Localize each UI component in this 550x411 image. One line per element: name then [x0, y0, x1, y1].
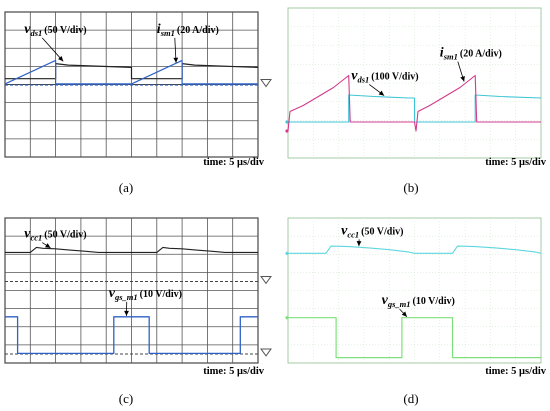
series-label-0: vcc1 (50 V/div): [341, 223, 403, 239]
caption-d: (d): [403, 391, 418, 406]
annotation-arrowhead-0: [356, 240, 362, 247]
trace-series-0: [288, 94, 542, 123]
grid: [5, 218, 258, 363]
caption-c: (c): [119, 391, 133, 406]
ground-marker-icon: [260, 348, 272, 357]
trace-series-1: [287, 74, 541, 132]
trace-series-0: [288, 245, 542, 254]
trace-series-1: [5, 316, 258, 355]
time-label-a: time: 5 μs/div: [203, 157, 265, 168]
ground-marker-icon: [260, 79, 272, 88]
annotation-arrowhead-1: [401, 311, 407, 317]
annotation-arrow-0: [41, 37, 64, 62]
series-label-1: vgs_m1 (10 V/div): [382, 293, 455, 309]
series-label-0: vcc1 (50 V/div): [24, 227, 86, 243]
trace-series-0: [5, 246, 258, 253]
annotation-arrowhead-0: [378, 90, 385, 96]
channel-marker-0: [285, 120, 289, 124]
panel-c: vcc1 (50 V/div) vgs_m1 (10 V/div): [4, 217, 272, 364]
series-label-0: vds1 (50 V/div): [24, 22, 86, 38]
series-label-1: ism1 (20 A/div): [157, 22, 219, 38]
annotation-arrowhead-1: [460, 76, 465, 82]
time-label-c: time: 5 μs/div: [203, 366, 265, 377]
annotation-arrowhead-0: [45, 243, 51, 248]
caption-b: (b): [403, 180, 418, 195]
series-label-1: vgs_m1 (10 V/div): [109, 286, 182, 302]
annotation-arrowhead-1: [124, 310, 129, 316]
grid: [288, 218, 541, 363]
panel-b: vds1 (100 V/div) ism1 (20 A/div): [285, 7, 542, 159]
panel-d: vcc1 (50 V/div) vgs_m1 (10 V/div): [285, 217, 542, 364]
time-label-d: time: 5 μs/div: [485, 366, 547, 377]
series-label-1: ism1 (20 A/div): [440, 46, 502, 62]
panel-a: vds1 (50 V/div) ism1 (20 A/div): [4, 11, 272, 158]
annotation-arrowhead-0: [58, 55, 64, 62]
series-label-0: vds1 (100 V/div): [351, 68, 418, 84]
trace-series-1: [288, 317, 541, 359]
grid: [288, 8, 541, 158]
channel-marker-0: [285, 251, 289, 255]
time-label-b: time: 5 μs/div: [485, 157, 547, 168]
caption-a: (a): [119, 180, 133, 195]
channel-marker-1: [285, 316, 289, 320]
ground-marker-icon: [260, 275, 272, 285]
trace-series-1: [4, 59, 258, 85]
annotation-arrowhead-1: [173, 57, 179, 63]
